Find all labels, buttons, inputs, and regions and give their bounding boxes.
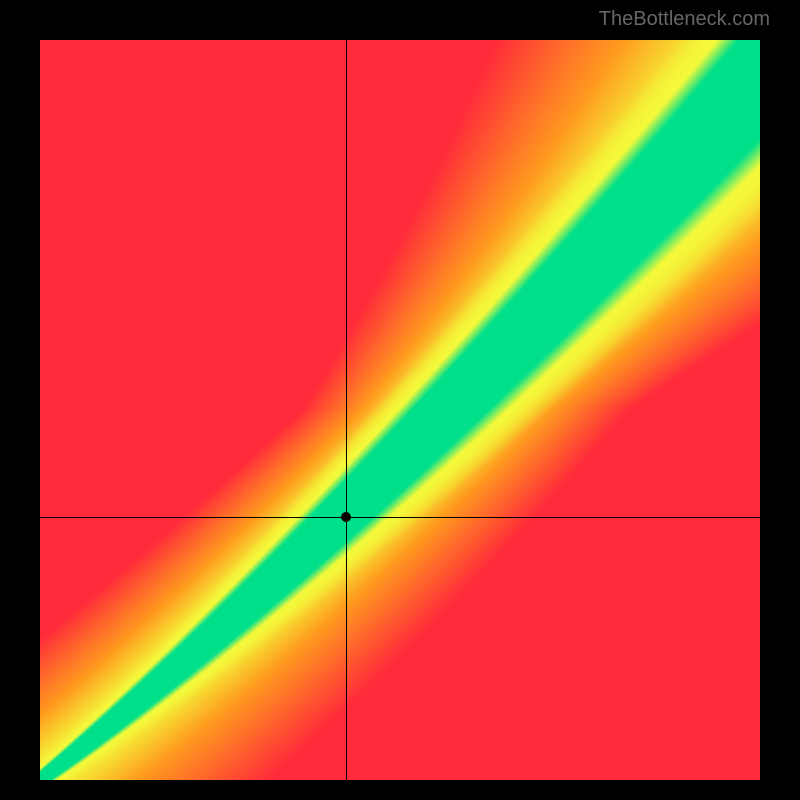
crosshair-horizontal (40, 517, 760, 518)
crosshair-vertical (346, 40, 347, 780)
watermark-text: TheBottleneck.com (599, 8, 770, 31)
crosshair-marker (341, 512, 351, 522)
bottleneck-heatmap (40, 40, 760, 780)
heatmap-canvas (40, 40, 760, 780)
